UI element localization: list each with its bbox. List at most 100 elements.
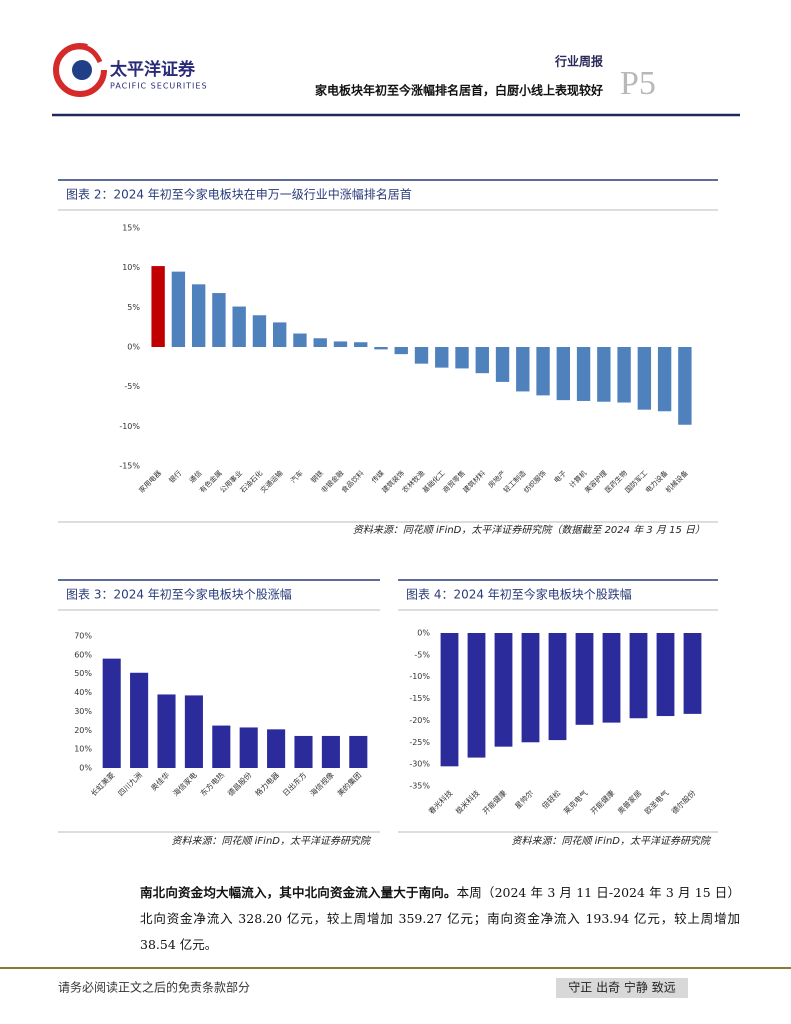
- bar: [440, 633, 459, 767]
- x-tick-label: 汽车: [289, 468, 305, 484]
- x-tick-label: 日出东方: [280, 769, 309, 798]
- y-tick-label: 15%: [122, 224, 140, 233]
- bar: [349, 735, 368, 768]
- bar: [455, 347, 469, 369]
- bar: [313, 338, 327, 347]
- bar: [184, 695, 203, 768]
- bar: [321, 735, 340, 768]
- x-tick-label: 家用电器: [137, 468, 163, 494]
- y-tick-label: 0%: [127, 343, 140, 352]
- x-tick-label: 极米科技: [453, 787, 482, 816]
- bar: [333, 341, 348, 347]
- bar: [374, 347, 388, 350]
- x-tick-label: 机械设备: [664, 468, 690, 494]
- bar: [495, 347, 510, 382]
- bar: [576, 347, 591, 401]
- bar: [683, 633, 702, 714]
- bar: [130, 672, 149, 768]
- y-tick-label: -10%: [119, 422, 140, 431]
- y-tick-label: -35%: [409, 782, 430, 791]
- x-tick-label: 电子: [552, 468, 568, 484]
- x-tick-label: 通信: [187, 468, 203, 484]
- bar: [239, 727, 258, 768]
- motto-box: [556, 978, 688, 998]
- subtitle: 家电板块年初至今涨幅排名居首，白厨小线上表现较好: [315, 83, 603, 98]
- x-tick-label: 美的集团: [335, 770, 363, 798]
- y-tick-label: 40%: [74, 688, 92, 697]
- bar: [467, 633, 486, 758]
- bar: [212, 293, 226, 347]
- paragraph-lead: 南北向资金均大幅流入，其中北向资金流入量大于南向。: [140, 885, 457, 900]
- chart-title: 图表 2：2024 年初至今家电板块在申万一级行业中涨幅排名居首: [66, 187, 412, 202]
- paragraph: 南北向资金均大幅流入，其中北向资金流入量大于南向。本周（2024 年 3 月 1…: [140, 880, 740, 958]
- x-tick-label: 倍轻松: [539, 787, 562, 810]
- bar: [597, 347, 611, 402]
- bar: [678, 347, 692, 425]
- y-tick-label: 0%: [79, 764, 92, 773]
- bar: [414, 347, 429, 364]
- y-tick-label: 70%: [74, 632, 92, 641]
- x-tick-label: 海信视像: [307, 769, 336, 798]
- x-tick-label: 四川九洲: [116, 770, 144, 798]
- x-tick-label: 奥佳华: [148, 769, 171, 792]
- x-tick-label: 银行: [167, 468, 183, 484]
- bar: [629, 633, 648, 719]
- x-tick-label: 交通运输: [258, 468, 284, 494]
- x-tick-label: 奥普家居: [615, 787, 644, 816]
- bar: [521, 633, 540, 743]
- bar: [267, 729, 286, 768]
- x-tick-label: 春光科技: [426, 787, 455, 816]
- bar: [157, 694, 176, 768]
- bar: [232, 306, 246, 347]
- disclaimer: 请务必阅读正文之后的免责条款部分: [58, 980, 250, 995]
- y-tick-label: -25%: [409, 738, 430, 747]
- x-tick-label: 钢铁: [309, 468, 325, 484]
- y-tick-label: -5%: [414, 650, 430, 659]
- x-tick-label: 海信家电: [170, 769, 199, 798]
- bar: [637, 347, 652, 410]
- bar: [212, 725, 231, 768]
- x-tick-label: 莱克电气: [561, 787, 590, 816]
- x-tick-label: 德昌股份: [225, 769, 254, 798]
- y-tick-label: -20%: [409, 716, 430, 725]
- bar: [191, 284, 206, 347]
- y-tick-label: 5%: [127, 303, 140, 312]
- chart-source: 资料来源：同花顺 iFinD，太平洋证券研究院: [171, 835, 372, 847]
- y-tick-label: 30%: [74, 707, 92, 716]
- x-tick-label: 长虹美菱: [88, 769, 117, 798]
- y-tick-label: 60%: [74, 650, 92, 659]
- bar: [294, 735, 313, 768]
- bar: [171, 271, 186, 347]
- company-name: 太平洋证券: [110, 59, 196, 80]
- y-tick-label: 20%: [74, 726, 92, 735]
- bar: [536, 347, 550, 396]
- bar: [494, 633, 513, 747]
- bar: [475, 347, 489, 374]
- bar: [394, 347, 408, 355]
- y-tick-label: -15%: [409, 694, 430, 703]
- bar: [516, 347, 530, 392]
- x-tick-label: 德尔股份: [669, 787, 698, 816]
- x-tick-label: 传媒: [370, 468, 386, 484]
- y-tick-label: -5%: [124, 382, 140, 391]
- x-tick-label: 开能健康: [588, 787, 617, 816]
- paragraph-body: 本周（2024 年 3 月 11 日-2024 年 3 月 15 日）北向资金净…: [140, 885, 740, 952]
- bar: [151, 266, 165, 347]
- x-tick-label: 星帅尔: [512, 787, 535, 810]
- y-tick-label: 10%: [74, 745, 92, 754]
- bar: [548, 633, 567, 741]
- chart-source: 资料来源：同花顺 iFinD，太平洋证券研究院: [511, 835, 712, 847]
- x-tick-label: 东方电热: [198, 769, 227, 798]
- bar: [575, 633, 594, 725]
- y-tick-label: -15%: [119, 462, 140, 471]
- bar: [657, 347, 672, 412]
- bar: [656, 633, 675, 717]
- bar: [354, 342, 368, 347]
- chart-title: 图表 3：2024 年初至今家电板块个股涨幅: [66, 587, 292, 602]
- x-tick-label: 开能健康: [480, 787, 509, 816]
- bar: [272, 322, 287, 347]
- report-type: 行业周报: [554, 54, 603, 69]
- bar: [556, 347, 571, 401]
